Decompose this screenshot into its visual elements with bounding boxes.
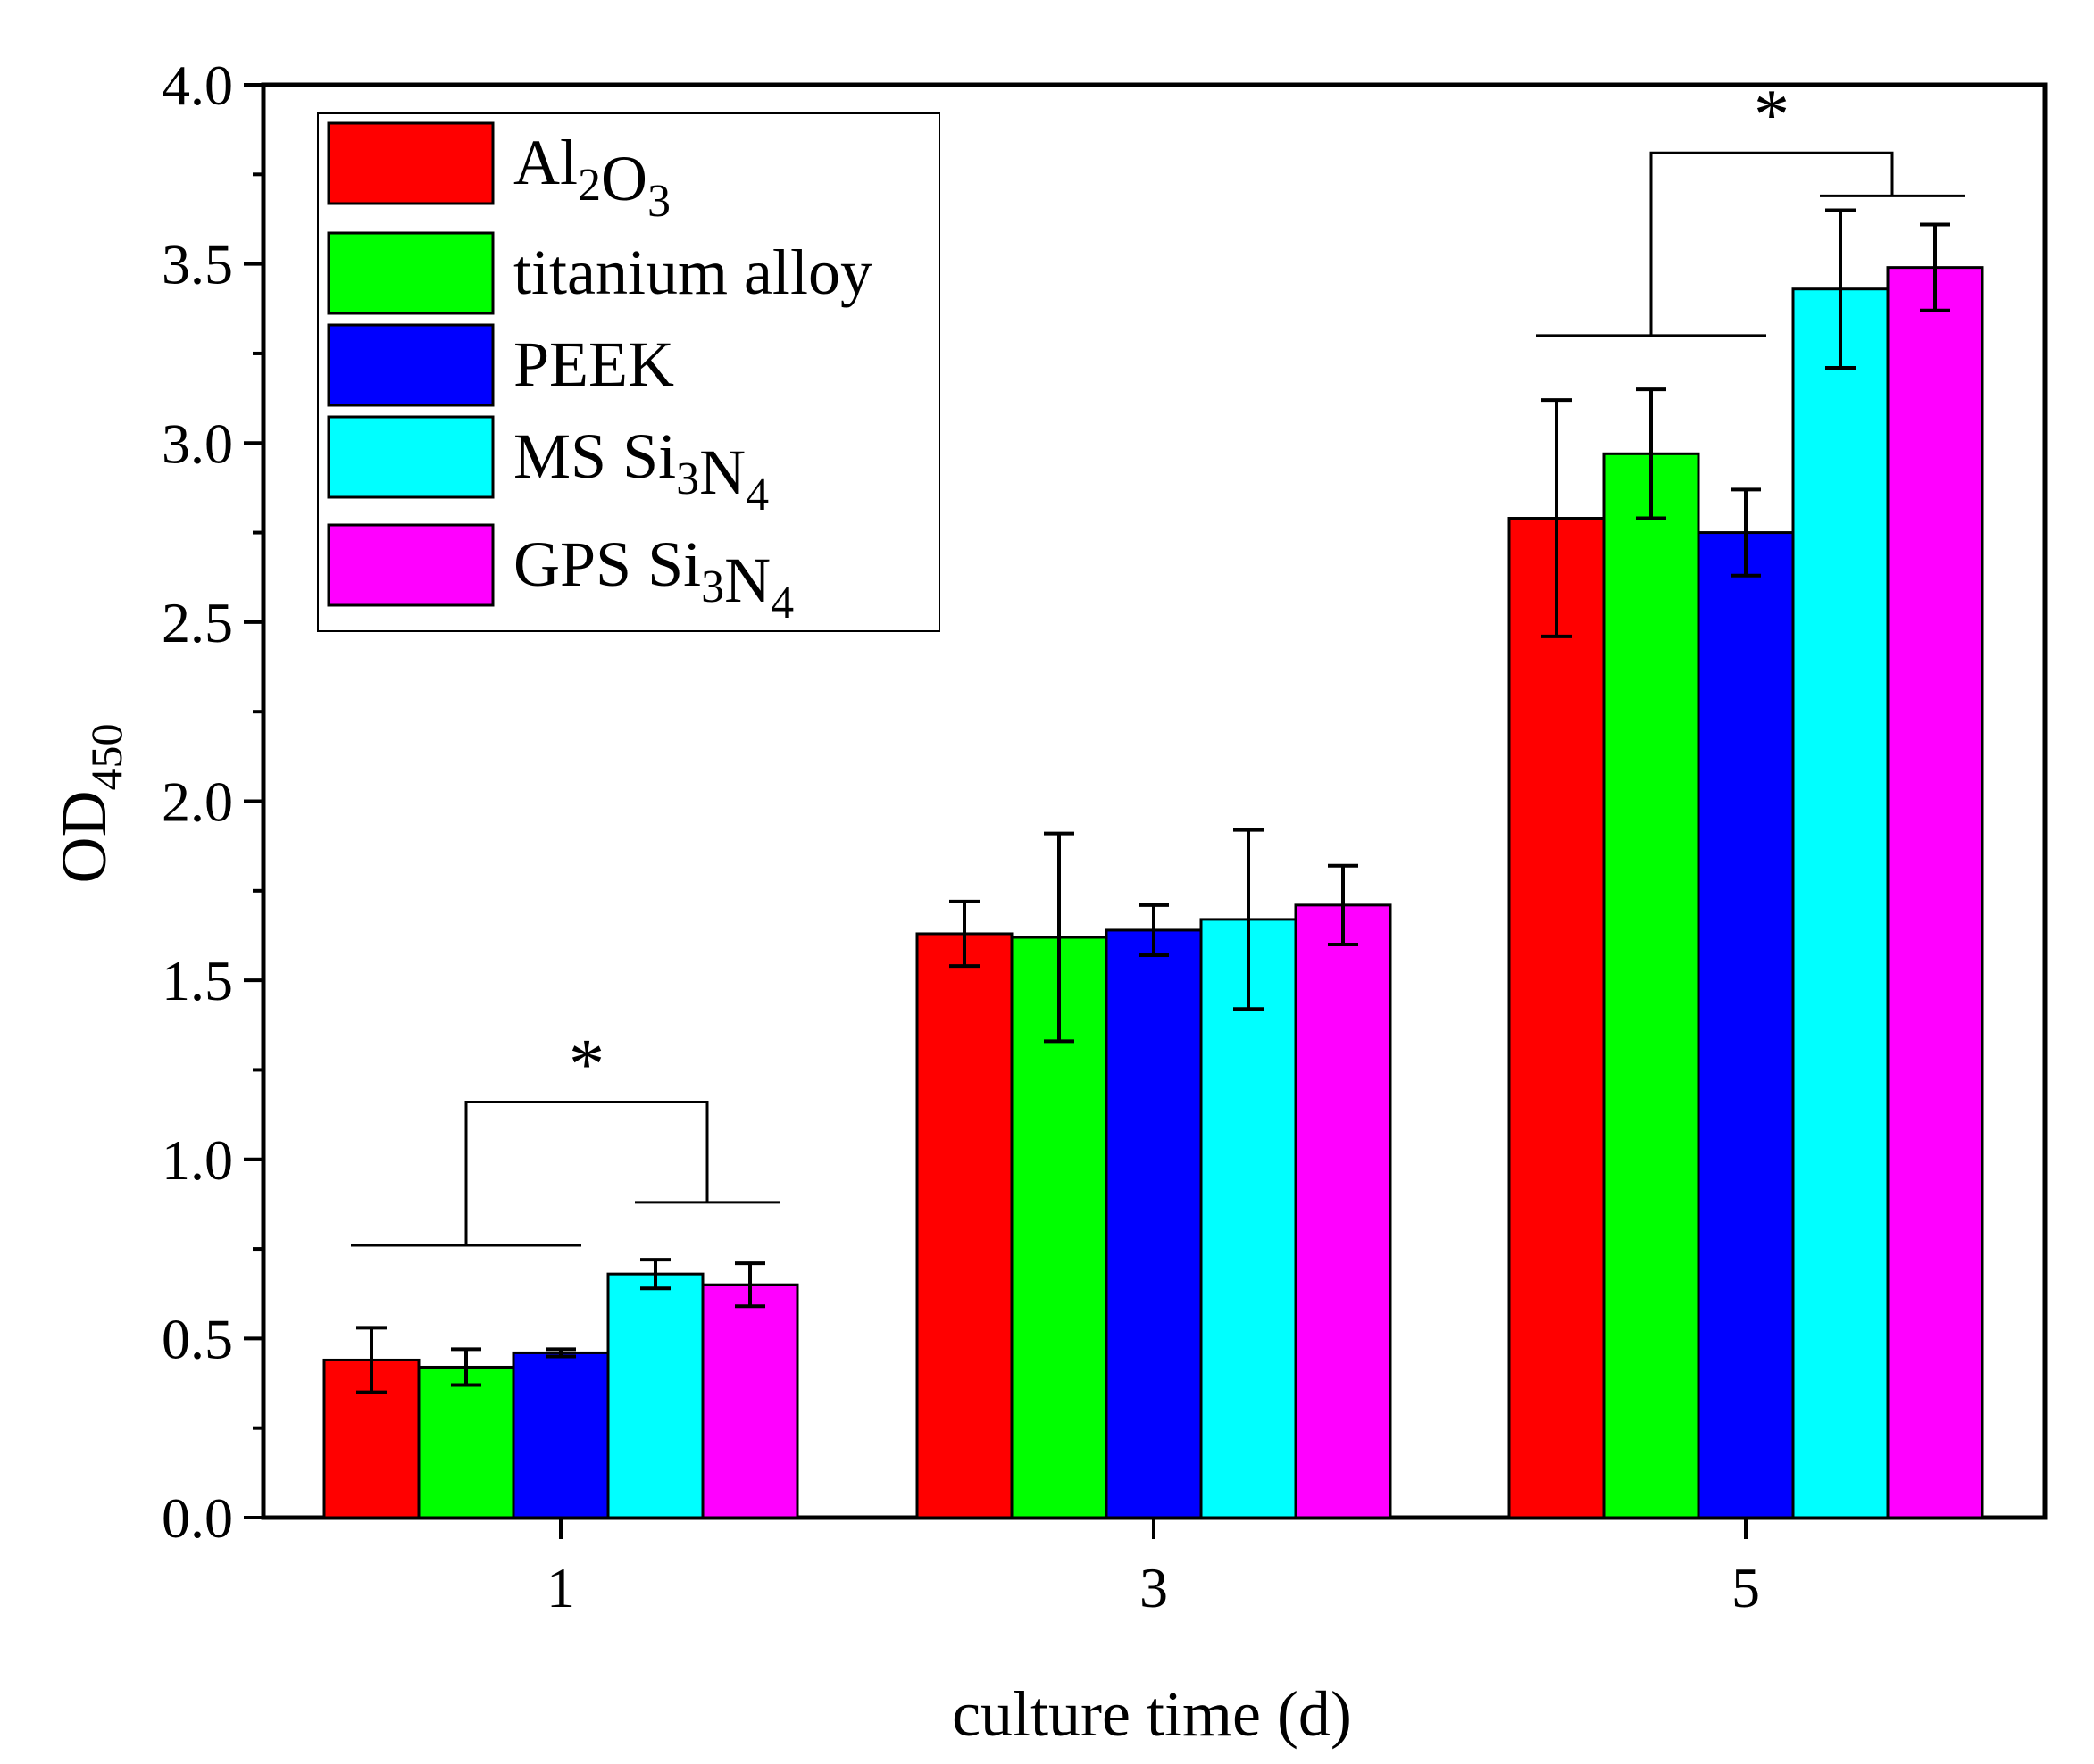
axes-layer: 0.0 0.5 1.0 1.5 2.0 2.5 3.0 3.5 4.0 1 3 5 (162, 54, 1760, 1619)
bar-gps-si3n4-day-1 (701, 1283, 799, 1519)
error-bar-titanium-alloy-day-1 (451, 1347, 481, 1387)
error-bars-layer (356, 208, 1950, 1394)
legend-swatch (327, 523, 495, 607)
legend-label-text: GPS Si (513, 528, 701, 600)
y-tick-label: 0.5 (162, 1307, 233, 1370)
y-axis: 0.0 0.5 1.0 1.5 2.0 2.5 3.0 3.5 4.0 (162, 54, 263, 1550)
bars-layer (322, 266, 1984, 1519)
significance-star: * (1754, 76, 1789, 154)
x-tick-label: 1 (546, 1556, 575, 1619)
bar-peek-day-5 (1697, 531, 1795, 1519)
legend-swatch (327, 121, 495, 205)
error-bar-ms-si3n4-day-1 (640, 1258, 671, 1291)
y-tick-label: 3.0 (162, 412, 233, 475)
y-axis-label-main: OD (48, 791, 120, 884)
error-bar-titanium-alloy-day-3 (1044, 831, 1074, 1044)
error-bar-ms-si3n4-day-5 (1825, 208, 1856, 370)
bar-titanium-alloy-day-5 (1602, 452, 1700, 1519)
error-bar-ms-si3n4-day-3 (1233, 828, 1264, 1011)
y-axis-label-sub: 450 (81, 724, 131, 791)
legend-entry-ms-si3n4: MS Si3N4 (327, 415, 769, 520)
legend-label-text: N (724, 545, 771, 616)
bar-ms-si3n4-day-3 (1199, 918, 1297, 1519)
y-tick-label: 4.0 (162, 54, 233, 117)
x-axis: 1 3 5 (546, 1518, 1760, 1619)
error-bar-peek-day-1 (546, 1347, 576, 1359)
bracket-connector (1649, 151, 1894, 336)
legend-swatch (327, 415, 495, 499)
significance-annotations: ** (351, 76, 1965, 1247)
error-bar-gps-si3n4-day-5 (1920, 222, 1950, 312)
y-tick-label: 2.0 (162, 770, 233, 834)
significance-bracket-day-5: * (1536, 76, 1965, 337)
y-tick-label: 1.5 (162, 949, 233, 1012)
y-tick-label: 0.0 (162, 1486, 233, 1550)
y-tick-label: 3.5 (162, 233, 233, 296)
error-bar-peek-day-3 (1139, 903, 1169, 958)
legend-label-subscript: 3 (647, 176, 671, 227)
legend-label-subscript: 2 (578, 160, 601, 211)
error-bar-al2o3-day-1 (356, 1326, 387, 1394)
x-tick-label: 5 (1731, 1556, 1760, 1619)
legend-entry-gps-si3n4: GPS Si3N4 (327, 523, 794, 628)
y-axis-label: OD450 (48, 724, 131, 884)
legend-label: Al2O3 (513, 127, 671, 227)
legend-label-text: MS Si (513, 420, 676, 492)
error-bar-al2o3-day-3 (949, 899, 980, 969)
legend-entry-peek: PEEK (327, 323, 674, 407)
error-bar-peek-day-5 (1731, 487, 1761, 578)
bar-titanium-alloy-day-1 (417, 1365, 515, 1519)
legend-entry-al2o3: Al2O3 (327, 121, 671, 227)
error-bar-titanium-alloy-day-5 (1636, 387, 1666, 520)
legend-label-text: O (601, 143, 647, 214)
bar-al2o3-day-3 (915, 932, 1014, 1519)
legend-label: GPS Si3N4 (513, 528, 794, 628)
legend-label-subscript: 4 (746, 470, 769, 520)
x-tick-label: 3 (1139, 1556, 1168, 1619)
significance-bracket-day-1: * (351, 1026, 780, 1247)
legend-label-text: Al (513, 127, 578, 198)
legend-label-text: titanium alloy (513, 237, 872, 308)
bar-titanium-alloy-day-3 (1010, 936, 1108, 1519)
legend-label: PEEK (513, 329, 674, 400)
error-bar-gps-si3n4-day-3 (1328, 863, 1358, 946)
legend-label-text: PEEK (513, 329, 674, 400)
bar-peek-day-1 (512, 1351, 610, 1519)
y-tick-label: 1.0 (162, 1128, 233, 1192)
significance-star: * (569, 1026, 605, 1104)
bar-al2o3-day-5 (1507, 517, 1606, 1519)
error-bar-gps-si3n4-day-1 (735, 1261, 765, 1309)
bar-ms-si3n4-day-1 (606, 1272, 705, 1519)
bracket-connector (464, 1101, 709, 1246)
legend-label-subscript: 3 (676, 453, 699, 504)
legend-swatch (327, 231, 495, 315)
y-tick-label: 2.5 (162, 591, 233, 654)
error-bar-al2o3-day-5 (1541, 398, 1572, 638)
legend-label: MS Si3N4 (513, 420, 769, 520)
legend-swatch (327, 323, 495, 407)
legend-entry-titanium-alloy: titanium alloy (327, 231, 872, 315)
legend-label-subscript: 3 (701, 562, 724, 612)
bar-peek-day-3 (1105, 928, 1203, 1519)
bar-gps-si3n4-day-5 (1886, 266, 1984, 1519)
x-axis-label: culture time (d) (952, 1678, 1352, 1750)
bar-ms-si3n4-day-5 (1791, 287, 1890, 1519)
bar-gps-si3n4-day-3 (1294, 903, 1392, 1519)
legend-label: titanium alloy (513, 237, 872, 308)
legend-label-text: N (699, 437, 746, 508)
legend-label-subscript: 4 (771, 578, 794, 628)
